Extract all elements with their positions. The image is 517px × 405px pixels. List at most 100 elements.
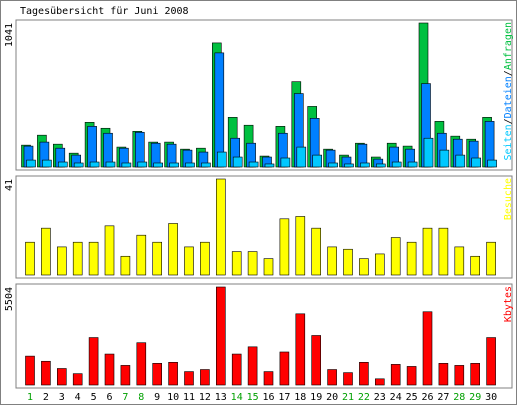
bar <box>25 241 35 276</box>
x-tick-label: 24 <box>390 392 402 403</box>
bar <box>328 162 338 168</box>
panel <box>15 283 513 389</box>
x-tick-label: 25 <box>406 392 418 403</box>
bar <box>216 178 226 276</box>
bar <box>201 162 211 168</box>
bar <box>470 363 481 386</box>
bar <box>136 234 147 276</box>
x-tick-label: 11 <box>183 392 195 403</box>
x-tick-label: 6 <box>106 392 112 403</box>
x-tick-label: 28 <box>453 392 465 403</box>
bar <box>152 241 162 276</box>
bar <box>120 365 131 386</box>
bar <box>295 216 306 276</box>
x-tick-label: 29 <box>469 392 481 403</box>
bar <box>26 159 36 168</box>
bar <box>247 251 258 276</box>
bar <box>168 223 178 276</box>
bar <box>169 162 179 168</box>
bar <box>184 371 194 386</box>
bar <box>343 248 353 276</box>
chart-title: Tagesübersicht für Juni 2008 <box>20 6 189 17</box>
bar <box>185 162 195 168</box>
bar <box>120 255 131 276</box>
x-tick-label: 23 <box>374 392 386 403</box>
bar <box>248 161 259 168</box>
bar <box>439 149 450 168</box>
bar <box>105 161 116 168</box>
x-tick-label: 1 <box>27 392 33 403</box>
bar <box>438 363 449 386</box>
x-tick-label: 15 <box>247 392 259 403</box>
bar <box>72 373 83 386</box>
bar <box>344 163 354 168</box>
bar <box>295 313 306 386</box>
bar <box>25 355 35 386</box>
bar <box>41 227 51 276</box>
bar <box>87 126 97 168</box>
bar <box>311 227 322 276</box>
bar <box>263 371 274 386</box>
y-tick-label: 5504 <box>4 287 15 311</box>
x-tick-label: 18 <box>294 392 306 403</box>
bar <box>89 161 100 168</box>
x-tick-label: 5 <box>91 392 97 403</box>
legend-entry: Besuche <box>503 178 514 220</box>
bar <box>153 162 163 168</box>
bar <box>217 151 227 168</box>
x-tick-label: 10 <box>167 392 179 403</box>
legend: Kbytes <box>503 286 514 322</box>
bar <box>263 258 274 276</box>
x-tick-label: 4 <box>75 392 81 403</box>
bar <box>360 162 370 168</box>
x-tick-label: 17 <box>278 392 290 403</box>
bar <box>374 378 385 386</box>
bar <box>42 159 52 168</box>
bar <box>279 218 290 276</box>
x-tick-label: 26 <box>421 392 433 403</box>
x-tick-label: 2 <box>43 392 49 403</box>
bar <box>455 154 466 168</box>
bar <box>407 161 418 168</box>
bar <box>422 311 433 386</box>
legend-separator: / <box>503 118 514 124</box>
bar <box>264 163 275 168</box>
x-tick-label: 16 <box>262 392 274 403</box>
bar <box>375 163 386 168</box>
bar <box>72 241 83 276</box>
bar <box>214 52 225 168</box>
bar <box>231 251 242 276</box>
x-tick-label: 20 <box>326 392 338 403</box>
bar <box>73 162 84 168</box>
bar <box>247 346 258 386</box>
bar <box>390 237 401 276</box>
x-tick-label: 12 <box>199 392 211 403</box>
bar <box>231 353 242 386</box>
x-tick-label: 13 <box>215 392 227 403</box>
legend-separator: / <box>503 70 514 76</box>
bar <box>200 369 210 386</box>
x-tick-label: 27 <box>437 392 449 403</box>
bar <box>374 253 385 276</box>
bar <box>296 146 307 168</box>
bar <box>470 255 481 276</box>
bar <box>136 342 147 386</box>
x-tick-label: 19 <box>310 392 322 403</box>
bar <box>327 246 337 276</box>
x-tick-label: 14 <box>231 392 243 403</box>
bar <box>56 368 67 386</box>
bar <box>280 157 291 168</box>
bar <box>57 161 68 168</box>
bar <box>423 137 434 168</box>
bar <box>88 337 99 386</box>
bar <box>454 365 465 386</box>
x-tick-label: 9 <box>154 392 160 403</box>
legend-entry: Seiten <box>503 124 514 160</box>
x-tick-label: 21 <box>342 392 354 403</box>
bar <box>137 161 148 168</box>
bar <box>359 361 369 386</box>
bar <box>486 241 496 276</box>
bar <box>121 162 132 168</box>
